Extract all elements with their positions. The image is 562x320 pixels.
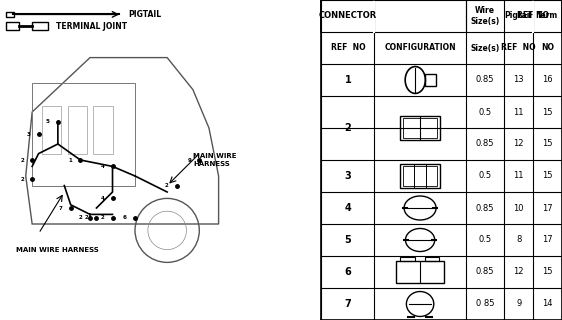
Text: 0 85: 0 85	[476, 300, 494, 308]
Text: 2: 2	[165, 183, 169, 188]
Bar	[42, 106, 61, 154]
Text: 9: 9	[187, 157, 191, 163]
Text: 4: 4	[101, 196, 105, 201]
Text: 5: 5	[345, 235, 351, 245]
Text: 7: 7	[345, 299, 351, 309]
Text: 10: 10	[514, 204, 524, 212]
Text: 3: 3	[345, 171, 351, 181]
Text: 1: 1	[69, 157, 72, 163]
Text: 1: 1	[345, 75, 351, 85]
Text: 7: 7	[59, 205, 63, 211]
Text: 15: 15	[542, 268, 553, 276]
Text: Pigtail: Pigtail	[505, 12, 533, 20]
Text: 17: 17	[542, 236, 553, 244]
Bar	[400, 257, 415, 261]
Text: 0.85: 0.85	[476, 268, 494, 276]
Text: 11: 11	[514, 172, 524, 180]
Text: 17: 17	[542, 204, 553, 212]
Bar	[6, 12, 15, 17]
Text: 15: 15	[542, 108, 553, 116]
Text: Size(s): Size(s)	[470, 44, 500, 52]
Text: 2: 2	[20, 177, 24, 182]
Text: 0.5: 0.5	[478, 236, 492, 244]
Text: 2: 2	[345, 123, 351, 133]
Text: 0.5: 0.5	[478, 108, 492, 116]
Text: 3: 3	[26, 132, 30, 137]
Text: 5: 5	[46, 119, 50, 124]
Bar	[403, 166, 437, 186]
Text: 2: 2	[20, 157, 24, 163]
Text: REF NO: REF NO	[517, 12, 549, 20]
Text: 4: 4	[345, 203, 351, 213]
Text: 15: 15	[542, 140, 553, 148]
Text: 2: 2	[78, 215, 82, 220]
Bar	[396, 261, 444, 283]
Bar	[400, 164, 440, 188]
Bar	[400, 116, 440, 140]
Text: 2: 2	[101, 215, 105, 220]
Text: 2: 2	[85, 215, 88, 220]
Bar	[32, 22, 48, 30]
Text: Wire
Size(s): Wire Size(s)	[470, 6, 500, 26]
Text: 15: 15	[542, 172, 553, 180]
Text: CONNECTOR: CONNECTOR	[319, 12, 377, 20]
Text: 0.85: 0.85	[476, 204, 494, 212]
Text: CONFIGURATION: CONFIGURATION	[384, 44, 456, 52]
Text: 16: 16	[542, 76, 553, 84]
Text: PIGTAIL: PIGTAIL	[129, 10, 162, 19]
Text: 13: 13	[514, 76, 524, 84]
Text: REF  NO: REF NO	[501, 44, 536, 52]
Bar	[32, 83, 135, 186]
Text: TERMINAL JOINT: TERMINAL JOINT	[56, 22, 128, 31]
Text: 12: 12	[514, 268, 524, 276]
Text: 6: 6	[123, 215, 127, 220]
Text: Term: Term	[537, 12, 558, 20]
Text: REF  NO: REF NO	[330, 44, 365, 52]
Bar	[67, 106, 87, 154]
Text: 12: 12	[514, 140, 524, 148]
Text: 0.85: 0.85	[476, 140, 494, 148]
Text: 11: 11	[514, 108, 524, 116]
Text: 0.5: 0.5	[478, 172, 492, 180]
Text: 9: 9	[516, 300, 522, 308]
Text: 0.85: 0.85	[476, 76, 494, 84]
Text: 6: 6	[345, 267, 351, 277]
Bar	[425, 257, 439, 261]
Bar	[6, 22, 19, 30]
Text: MAIN WIRE HARNESS: MAIN WIRE HARNESS	[16, 247, 99, 252]
Text: 14: 14	[542, 300, 553, 308]
Bar	[403, 118, 437, 138]
Bar	[93, 106, 112, 154]
Text: 8: 8	[516, 236, 522, 244]
Text: 4: 4	[101, 164, 105, 169]
Text: NO: NO	[541, 44, 554, 52]
Bar	[425, 74, 436, 86]
Text: MAIN WIRE
HARNESS: MAIN WIRE HARNESS	[193, 154, 237, 166]
